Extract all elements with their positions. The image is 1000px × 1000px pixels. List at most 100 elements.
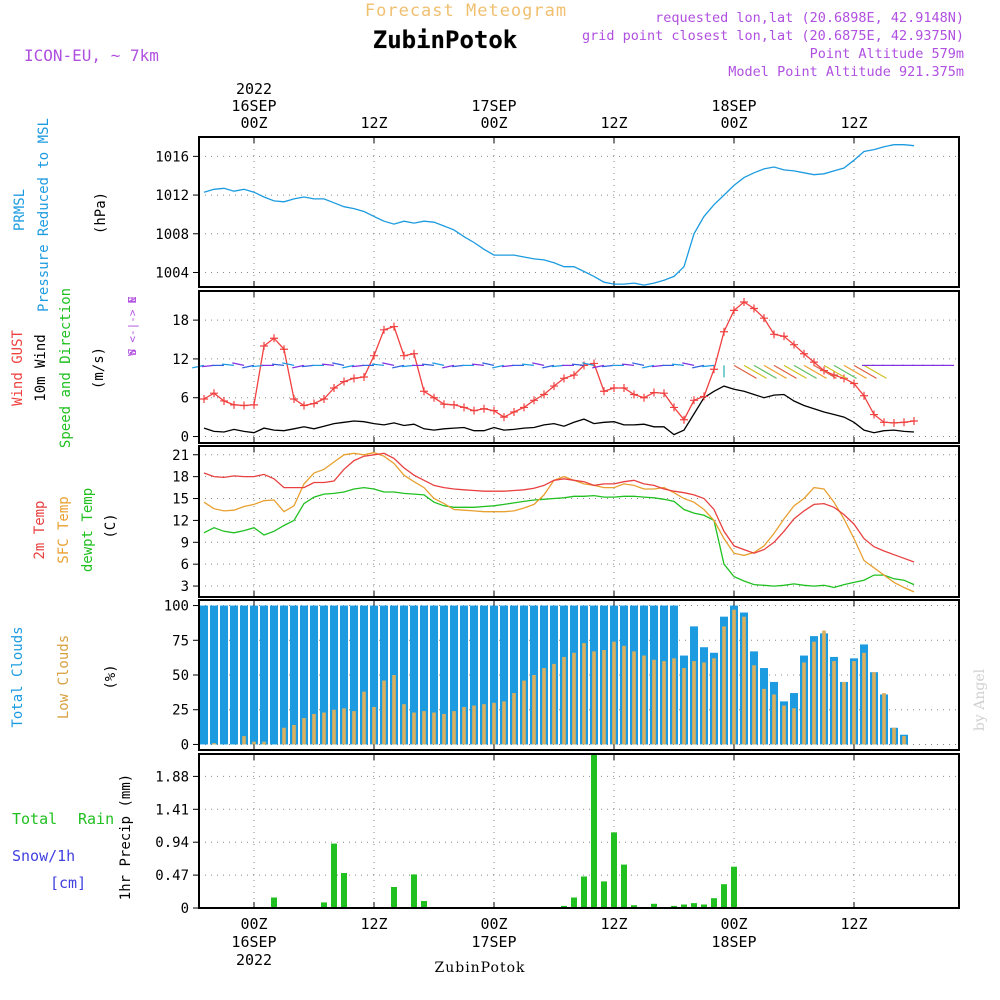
rain-bar xyxy=(711,898,717,908)
gust-marker xyxy=(270,334,278,343)
compass-s: S xyxy=(126,349,139,356)
rain-bar xyxy=(591,754,597,908)
gust-marker xyxy=(680,415,688,424)
low-cloud-bar xyxy=(662,661,666,745)
y-tick-label: 9 xyxy=(181,535,189,551)
gust-marker xyxy=(410,349,418,358)
total-cloud-bar xyxy=(500,605,508,745)
wind-direction-arrow xyxy=(843,364,867,379)
rain-bar xyxy=(611,832,617,908)
panel-frame-4 xyxy=(198,599,960,751)
precip-axes: 0 0.47 0.94 1.41 1.88 xyxy=(155,754,959,917)
watermark: by Angel xyxy=(972,668,988,731)
y-tick-label: 3 xyxy=(181,579,189,595)
gust-marker xyxy=(570,371,578,380)
total-cloud-bar xyxy=(360,605,368,745)
low-cloud-bar xyxy=(492,702,496,745)
y-tick-label: 1004 xyxy=(155,265,189,281)
gust-marker xyxy=(600,387,608,396)
low-cloud-bar xyxy=(212,743,216,745)
low-cloud-bar xyxy=(712,658,716,745)
low-cloud-bar xyxy=(722,626,726,745)
low-cloud-bar xyxy=(742,616,746,745)
wind-direction-arrow xyxy=(793,364,817,379)
gust-marker xyxy=(560,374,568,383)
time-tick-label-bottom: 18SEP xyxy=(711,933,756,951)
time-tick-label-bottom: 12Z xyxy=(360,915,387,933)
panel-frame-5 xyxy=(198,753,960,909)
low-cloud-bar xyxy=(292,725,296,745)
gust-marker xyxy=(610,384,618,393)
rain-bar xyxy=(621,864,627,908)
rain-bar xyxy=(731,866,737,908)
celsius-label: (C) xyxy=(103,513,119,538)
y-tick-label: 1.88 xyxy=(155,769,189,785)
rain-bar xyxy=(671,905,677,908)
gust-marker xyxy=(500,413,508,422)
temp2m-label: 2m Temp xyxy=(32,500,48,559)
low-cloud-bar xyxy=(632,651,636,745)
low-cloud-bar xyxy=(312,713,316,745)
gust-marker xyxy=(700,392,708,401)
wind-direction-arrow xyxy=(322,363,335,366)
wind-direction-arrow xyxy=(853,364,877,379)
y-tick-label: 21 xyxy=(172,448,189,464)
gust-marker xyxy=(900,418,908,427)
wind-direction-arrow xyxy=(442,364,455,369)
compass-n: N xyxy=(126,297,139,304)
footer-station: ZubinPotok xyxy=(434,960,525,976)
wind-direction-arrow xyxy=(592,364,605,369)
panel-frame-3 xyxy=(198,445,960,598)
gust-marker xyxy=(690,396,698,405)
total-cloud-bar xyxy=(460,605,468,745)
gust-marker xyxy=(850,379,858,388)
gust-marker xyxy=(420,387,428,396)
y-tick-label: 18 xyxy=(172,313,189,329)
cm-label: [cm] xyxy=(50,874,86,892)
wind-direction-arrow xyxy=(823,364,847,379)
gust-marker xyxy=(650,388,658,397)
time-tick-label-top: 12Z xyxy=(840,114,867,132)
y-tick-label: 0.47 xyxy=(155,868,189,884)
gust-marker xyxy=(530,396,538,405)
low-cloud-bar xyxy=(652,659,656,745)
gust-marker xyxy=(460,403,468,412)
low-cloud-bar xyxy=(482,704,486,745)
wind-direction-arrow xyxy=(342,364,355,369)
wind-labels: Wind GUST 10m Wind Speed and Direction (… xyxy=(10,288,139,448)
gust-marker xyxy=(770,330,778,339)
rain-bar xyxy=(331,843,337,908)
total-cloud-bar xyxy=(430,605,438,745)
low-cloud-bar xyxy=(502,701,506,745)
gust-marker xyxy=(720,327,728,336)
time-tick-label-top: 12Z xyxy=(600,114,627,132)
gust-marker xyxy=(320,395,328,404)
gust-marker xyxy=(810,358,818,367)
time-tick-label-bottom: 2022 xyxy=(236,951,272,969)
wind-direction-arrow xyxy=(532,362,545,366)
gust-marker xyxy=(440,400,448,409)
wind-direction-arrow xyxy=(382,362,395,366)
time-tick-label-bottom: 12Z xyxy=(600,915,627,933)
low-cloud-bar xyxy=(802,662,806,745)
pressure-labels: PRMSL Pressure Reduced to MSL (hPa) xyxy=(12,118,109,312)
wind-direction-arrow xyxy=(542,364,555,369)
rain-bar xyxy=(691,903,697,908)
gust-marker xyxy=(760,314,768,323)
low-cloud-bar xyxy=(692,661,696,745)
wind-axes: 0 6 12 18 xyxy=(172,291,959,446)
sfc-temp-line xyxy=(203,451,915,593)
time-tick-label-top: 2022 xyxy=(236,80,272,98)
low-cloud-bar xyxy=(832,661,836,745)
gust-marker xyxy=(640,393,648,402)
speed-dir-label: Speed and Direction xyxy=(58,288,74,448)
low-cloud-bar xyxy=(582,643,586,745)
low-cloud-bar xyxy=(792,708,796,745)
sfc-temp-label: SFC Temp xyxy=(56,496,72,563)
rain-bar xyxy=(701,904,707,908)
precip-unit-label: 1hr Precip (mm) xyxy=(118,774,134,900)
y-tick-label: 12 xyxy=(172,513,189,529)
total-cloud-bar xyxy=(210,605,218,745)
low-cloud-bar xyxy=(322,712,326,745)
wind-direction-arrow xyxy=(863,364,887,379)
